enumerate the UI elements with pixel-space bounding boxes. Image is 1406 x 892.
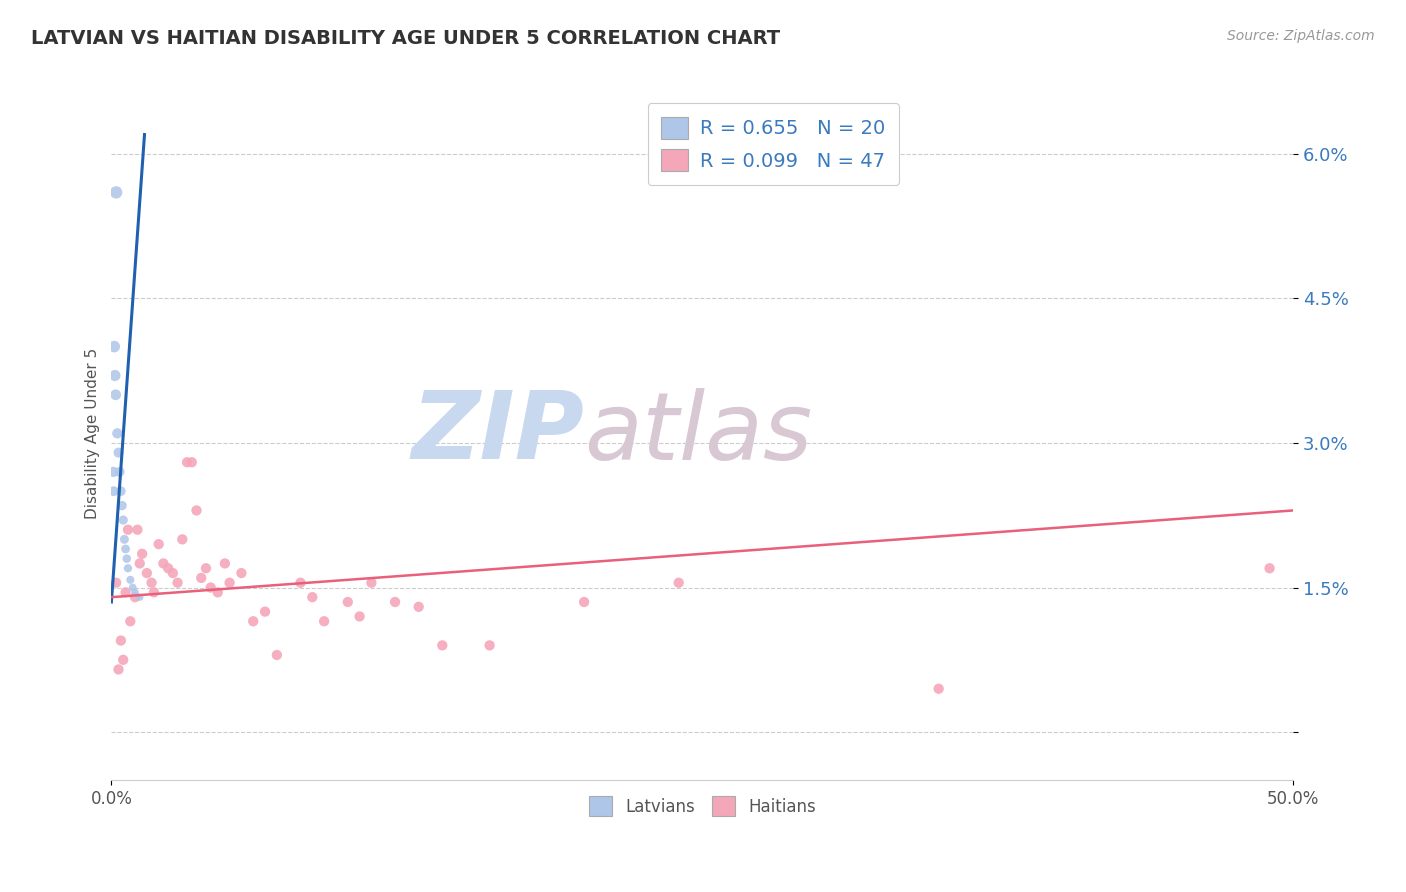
Point bbox=[135, 566, 157, 580]
Point bbox=[207, 585, 229, 599]
Point bbox=[142, 585, 165, 599]
Point bbox=[127, 523, 149, 537]
Point bbox=[194, 561, 217, 575]
Point bbox=[124, 585, 146, 599]
Point bbox=[103, 465, 125, 479]
Point bbox=[105, 575, 128, 590]
Point bbox=[111, 499, 134, 513]
Point bbox=[572, 595, 595, 609]
Point bbox=[408, 599, 430, 614]
Legend: Latvians, Haitians: Latvians, Haitians bbox=[581, 789, 824, 824]
Point bbox=[121, 581, 143, 595]
Point bbox=[478, 639, 501, 653]
Point bbox=[242, 614, 264, 628]
Point bbox=[928, 681, 950, 696]
Point bbox=[128, 557, 150, 571]
Point bbox=[186, 503, 208, 517]
Point bbox=[254, 605, 277, 619]
Point bbox=[432, 639, 454, 653]
Point bbox=[117, 523, 139, 537]
Point bbox=[231, 566, 253, 580]
Point bbox=[266, 648, 288, 662]
Point bbox=[349, 609, 371, 624]
Text: LATVIAN VS HAITIAN DISABILITY AGE UNDER 5 CORRELATION CHART: LATVIAN VS HAITIAN DISABILITY AGE UNDER … bbox=[31, 29, 780, 47]
Point bbox=[314, 614, 336, 628]
Point bbox=[214, 557, 236, 571]
Text: atlas: atlas bbox=[583, 388, 813, 479]
Point bbox=[110, 484, 132, 499]
Point bbox=[112, 533, 135, 547]
Point bbox=[124, 590, 146, 604]
Point bbox=[120, 614, 142, 628]
Point bbox=[103, 484, 125, 499]
Point bbox=[104, 388, 127, 402]
Text: Source: ZipAtlas.com: Source: ZipAtlas.com bbox=[1227, 29, 1375, 43]
Point bbox=[176, 455, 198, 469]
Point bbox=[162, 566, 184, 580]
Point bbox=[157, 561, 180, 575]
Point bbox=[117, 561, 139, 575]
Point bbox=[200, 581, 222, 595]
Point bbox=[104, 368, 127, 383]
Point bbox=[336, 595, 359, 609]
Point bbox=[360, 575, 382, 590]
Point bbox=[218, 575, 240, 590]
Point bbox=[114, 585, 136, 599]
Point bbox=[172, 533, 194, 547]
Y-axis label: Disability Age Under 5: Disability Age Under 5 bbox=[86, 348, 100, 519]
Point bbox=[180, 455, 202, 469]
Point bbox=[120, 573, 142, 587]
Point bbox=[152, 557, 174, 571]
Point bbox=[290, 575, 312, 590]
Point bbox=[108, 465, 131, 479]
Point bbox=[105, 186, 128, 200]
Point bbox=[190, 571, 212, 585]
Text: ZIP: ZIP bbox=[412, 387, 583, 479]
Point bbox=[103, 340, 125, 354]
Point bbox=[128, 590, 150, 604]
Point bbox=[105, 426, 128, 441]
Point bbox=[131, 547, 153, 561]
Point bbox=[1258, 561, 1281, 575]
Point bbox=[107, 663, 129, 677]
Point bbox=[301, 590, 323, 604]
Point bbox=[112, 653, 135, 667]
Point bbox=[107, 445, 129, 459]
Point bbox=[148, 537, 170, 551]
Point bbox=[110, 633, 132, 648]
Point bbox=[114, 541, 136, 556]
Point bbox=[668, 575, 690, 590]
Point bbox=[384, 595, 406, 609]
Point bbox=[166, 575, 188, 590]
Point bbox=[141, 575, 163, 590]
Point bbox=[115, 551, 138, 566]
Point bbox=[112, 513, 135, 527]
